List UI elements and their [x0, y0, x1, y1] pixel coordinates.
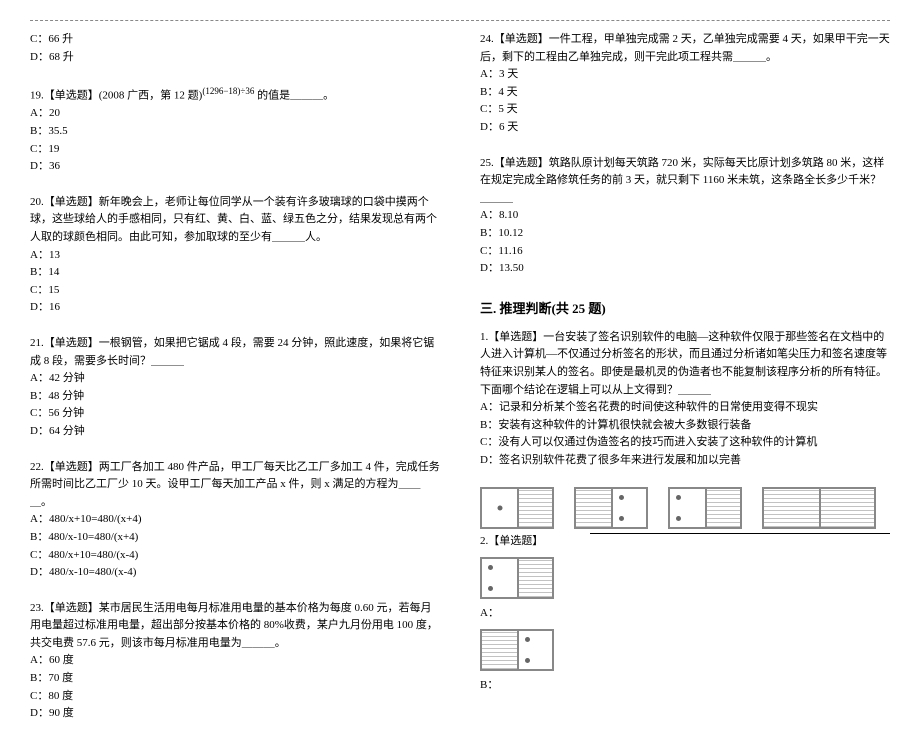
- q19-option-a: A：20: [30, 105, 440, 123]
- question-20: 20.【单选题】新年晚会上，老师让每位同学从一个装有许多玻璃球的口袋中摸两个球，…: [30, 194, 440, 317]
- q18-option-c: C：66 升: [30, 31, 440, 49]
- p2-label-a: A：: [480, 605, 494, 623]
- q24-option-a: A：3 天: [480, 66, 890, 84]
- q22-option-a: A：480/x+10=480/(x+4): [30, 511, 440, 529]
- q24-stem: 24.【单选题】一件工程，甲单独完成需 2 天，乙单独完成需要 4 天，如果甲干…: [480, 31, 890, 66]
- q23-option-b: B：70 度: [30, 670, 440, 688]
- q21-option-b: B：48 分钟: [30, 388, 440, 406]
- p2-stem: 2.【单选题】: [480, 535, 543, 547]
- q25-option-a: A：8.10: [480, 207, 890, 225]
- q19-prefix: 19.【单选题】(2008 广西，第 12 题): [30, 90, 202, 102]
- q24-option-c: C：5 天: [480, 101, 890, 119]
- question-19: 19.【单选题】(2008 广西，第 12 题)(1296−18)÷36 的值是…: [30, 84, 440, 176]
- two-column-layout: C：66 升 D：68 升 19.【单选题】(2008 广西，第 12 题)(1…: [30, 31, 890, 741]
- right-column: 24.【单选题】一件工程，甲单独完成需 2 天，乙单独完成需要 4 天，如果甲干…: [480, 31, 890, 741]
- q25-option-b: B：10.12: [480, 225, 890, 243]
- q18-remaining-options: C：66 升 D：68 升: [30, 31, 440, 66]
- q22-option-c: C：480/x+10=480/(x-4): [30, 547, 440, 565]
- p2-option-a-domino: [480, 557, 554, 599]
- p1-option-c: C：没有人可以仅通过伪造签名的技巧而进入安装了这种软件的计算机: [480, 434, 890, 452]
- p2-answer-blank: [590, 533, 890, 534]
- q19-expr: (1296−18)÷36: [202, 86, 254, 96]
- left-column: C：66 升 D：68 升 19.【单选题】(2008 广西，第 12 题)(1…: [30, 31, 440, 741]
- page-divider: [30, 20, 890, 21]
- q21-option-a: A：42 分钟: [30, 370, 440, 388]
- q20-stem: 20.【单选题】新年晚会上，老师让每位同学从一个装有许多玻璃球的口袋中摸两个球，…: [30, 194, 440, 247]
- p1-option-a: A：记录和分析某个签名花费的时间使这种软件的日常使用变得不现实: [480, 399, 890, 417]
- q22-option-b: B：480/x-10=480/(x+4): [30, 529, 440, 547]
- q23-stem: 23.【单选题】某市居民生活用电每月标准用电量的基本价格为每度 0.60 元，若…: [30, 600, 440, 653]
- q20-option-d: D：16: [30, 299, 440, 317]
- q21-stem: 21.【单选题】一根钢管，如果把它锯成 4 段，需要 24 分钟，照此速度，如果…: [30, 335, 440, 370]
- domino-4: [762, 487, 876, 529]
- q23-option-a: A：60 度: [30, 652, 440, 670]
- p2-stem-row: 2.【单选题】: [480, 533, 890, 551]
- question-24: 24.【单选题】一件工程，甲单独完成需 2 天，乙单独完成需要 4 天，如果甲干…: [480, 31, 890, 137]
- q25-option-d: D：13.50: [480, 260, 890, 278]
- q24-option-b: B：4 天: [480, 84, 890, 102]
- q20-option-b: B：14: [30, 264, 440, 282]
- p2-option-a-row: [480, 557, 890, 599]
- q21-option-d: D：64 分钟: [30, 423, 440, 441]
- question-21: 21.【单选题】一根钢管，如果把它锯成 4 段，需要 24 分钟，照此速度，如果…: [30, 335, 440, 441]
- q19-tail: 的值是＿＿＿。: [254, 90, 334, 102]
- q25-stem: 25.【单选题】筑路队原计划每天筑路 720 米，实际每天比原计划多筑路 80 …: [480, 155, 890, 208]
- p2-question-sequence: [480, 487, 890, 529]
- q18-option-d: D：68 升: [30, 49, 440, 67]
- question-23: 23.【单选题】某市居民生活用电每月标准用电量的基本价格为每度 0.60 元，若…: [30, 600, 440, 723]
- reasoning-q1: 1.【单选题】一台安装了签名识别软件的电脑—这种软件仅限于那些签名在文档中的人进…: [480, 329, 890, 470]
- p2-label-b: B：: [480, 677, 494, 695]
- q24-option-d: D：6 天: [480, 119, 890, 137]
- domino-1: [480, 487, 554, 529]
- domino-3: [668, 487, 742, 529]
- q23-option-c: C：80 度: [30, 688, 440, 706]
- q21-option-c: C：56 分钟: [30, 405, 440, 423]
- question-25: 25.【单选题】筑路队原计划每天筑路 720 米，实际每天比原计划多筑路 80 …: [480, 155, 890, 278]
- p2-option-b-domino: [480, 629, 554, 671]
- section-3-heading: 三. 推理判断(共 25 题): [480, 298, 890, 317]
- domino-2: [574, 487, 648, 529]
- q19-option-c: C：19: [30, 141, 440, 159]
- q19-option-d: D：36: [30, 158, 440, 176]
- q20-option-c: C：15: [30, 282, 440, 300]
- p2-option-b-row: [480, 629, 890, 671]
- q23-option-d: D：90 度: [30, 705, 440, 723]
- q19-stem: 19.【单选题】(2008 广西，第 12 题)(1296−18)÷36 的值是…: [30, 84, 440, 105]
- q19-option-b: B：35.5: [30, 123, 440, 141]
- question-22: 22.【单选题】两工厂各加工 480 件产品，甲工厂每天比乙工厂多加工 4 件，…: [30, 459, 440, 582]
- p1-option-d: D：签名识别软件花费了很多年来进行发展和加以完善: [480, 452, 890, 470]
- p1-option-b: B：安装有这种软件的计算机很快就会被大多数银行装备: [480, 417, 890, 435]
- q25-option-c: C：11.16: [480, 243, 890, 261]
- q20-option-a: A：13: [30, 247, 440, 265]
- reasoning-q2: 2.【单选题】 A： B：: [480, 487, 890, 694]
- p1-stem: 1.【单选题】一台安装了签名识别软件的电脑—这种软件仅限于那些签名在文档中的人进…: [480, 329, 890, 399]
- q22-stem: 22.【单选题】两工厂各加工 480 件产品，甲工厂每天比乙工厂多加工 4 件，…: [30, 459, 440, 512]
- q22-option-d: D：480/x-10=480/(x-4): [30, 564, 440, 582]
